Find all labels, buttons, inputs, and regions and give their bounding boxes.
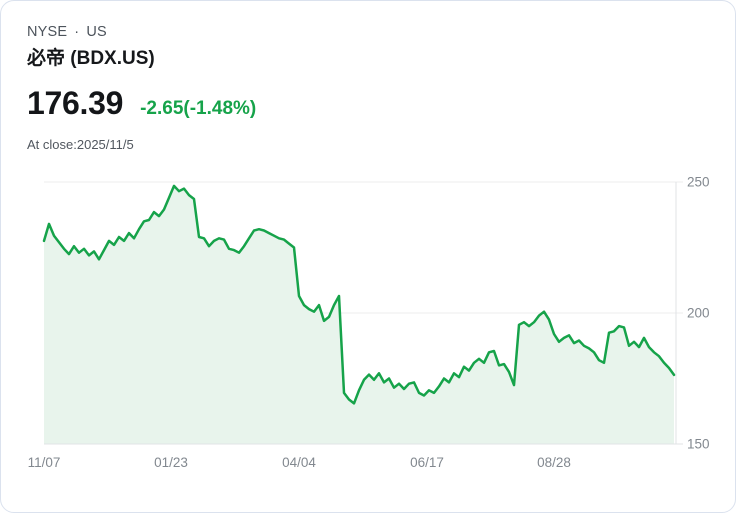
separator-dot: · — [74, 24, 80, 40]
price-change: -2.65(-1.48%) — [140, 98, 257, 119]
x-axis-label: 08/28 — [537, 455, 571, 470]
y-axis-label: 200 — [687, 306, 710, 321]
x-axis-label: 01/23 — [154, 455, 188, 470]
y-axis-label: 150 — [687, 437, 710, 452]
current-price: 176.39 — [27, 85, 124, 121]
stock-title: 必帝 (BDX.US) — [27, 48, 155, 69]
x-axis-label: 11/07 — [28, 455, 61, 470]
y-axis-label: 250 — [687, 175, 710, 190]
quote-header: NYSE · US 必帝 (BDX.US) 176.39 -2.65(-1.48%)… — [1, 1, 735, 152]
price-chart[interactable]: 250 200 150 11/07 01/23 04/04 06/17 08/28 — [1, 161, 736, 491]
region-label: US — [86, 24, 107, 40]
x-axis-label: 04/04 — [282, 455, 316, 470]
area-fill — [44, 185, 674, 444]
price-row: 176.39 -2.65(-1.48%) — [27, 86, 709, 120]
price-line — [42, 184, 676, 405]
x-axis-label: 06/17 — [410, 455, 444, 470]
as-of-close: At close:2025/11/5 — [27, 137, 134, 152]
exchange-line: NYSE · US — [27, 24, 709, 40]
exchange-label: NYSE — [27, 24, 68, 40]
